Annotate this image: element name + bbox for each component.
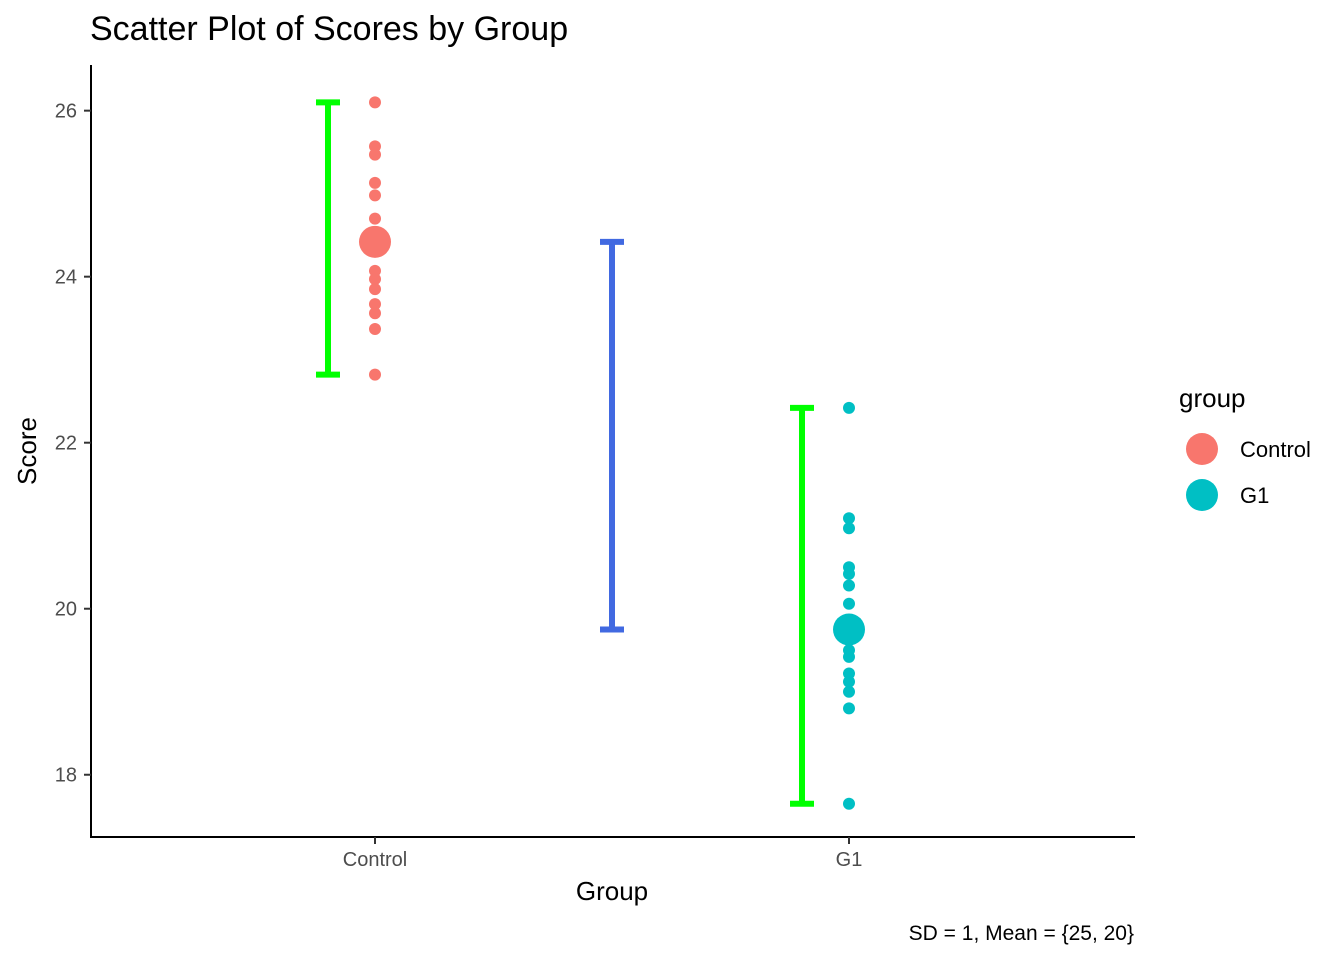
y-axis-title: Score [12, 417, 42, 485]
mean-point-control [359, 225, 391, 258]
data-point-control [369, 307, 381, 320]
legend-title: group [1179, 383, 1246, 413]
legend: group Control G1 [1179, 383, 1311, 511]
data-point-g1 [843, 579, 855, 592]
axes [90, 65, 1135, 838]
range-bar-g1 [790, 404, 814, 807]
data-point-control [369, 212, 381, 225]
y-tick-label: 22 [55, 433, 77, 455]
data-point-g1 [843, 685, 855, 698]
data-point-g1 [843, 567, 855, 580]
chart-title: Scatter Plot of Scores by Group [90, 10, 568, 48]
range-bar-control [316, 99, 340, 378]
y-tick-label: 26 [55, 101, 77, 123]
range-bars [316, 99, 814, 807]
data-point-g1 [843, 512, 855, 525]
x-tick-label: G1 [836, 849, 863, 871]
range-bar-between [600, 238, 624, 633]
legend-key-g1 [1186, 479, 1218, 511]
data-point-g1 [843, 401, 855, 414]
data-point-control [369, 322, 381, 335]
data-point-g1 [843, 667, 855, 680]
data-point-control [369, 298, 381, 311]
legend-label-control: Control [1240, 437, 1311, 462]
data-point-control [369, 189, 381, 202]
x-ticks: Control G1 [343, 837, 863, 871]
mean-point-g1 [833, 613, 865, 646]
data-point-control [369, 140, 381, 153]
caption: SD = 1, Mean = {25, 20} [909, 922, 1134, 945]
data-point-control [369, 96, 381, 109]
data-point-g1 [843, 597, 855, 610]
data-point-g1 [843, 702, 855, 715]
x-axis-title: Group [576, 876, 648, 906]
data-point-g1 [843, 675, 855, 688]
x-tick-label: Control [343, 849, 407, 871]
data-point-g1 [843, 650, 855, 663]
y-tick-label: 18 [55, 765, 77, 787]
data-point-control [369, 368, 381, 381]
data-point-control [369, 283, 381, 296]
data-point-control [369, 176, 381, 189]
legend-key-control [1186, 433, 1218, 465]
y-tick-label: 24 [55, 267, 77, 289]
data-points [359, 96, 865, 810]
data-point-control [369, 273, 381, 286]
legend-label-g1: G1 [1240, 483, 1269, 508]
data-point-g1 [843, 522, 855, 535]
data-point-control [369, 264, 381, 277]
data-point-control [369, 148, 381, 161]
y-ticks: 18 20 22 24 26 [55, 101, 91, 787]
y-tick-label: 20 [55, 599, 77, 621]
data-point-g1 [843, 797, 855, 810]
